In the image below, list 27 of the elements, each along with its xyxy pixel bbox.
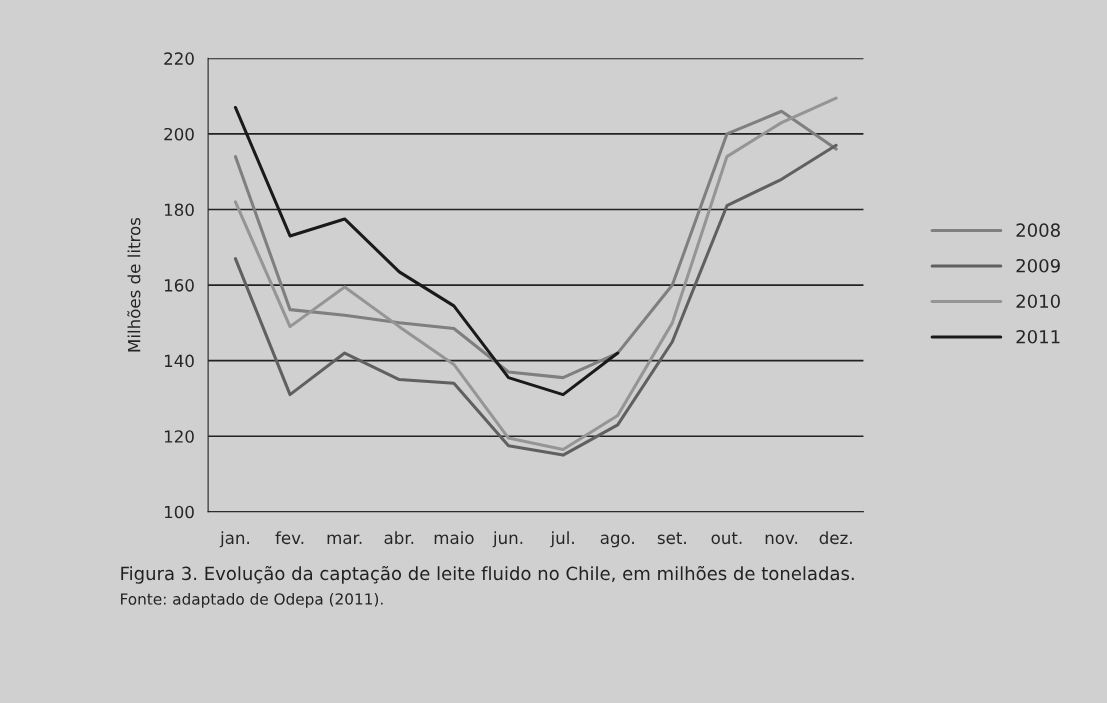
y-tick-label: 200 <box>164 127 194 141</box>
y-tick-label: 180 <box>164 203 194 217</box>
text: Figura 3. Evolução da captação de leite fluido no Chile, em milhões de toneladas. <box>121 565 854 584</box>
legend-label: 2011 <box>1016 329 1060 344</box>
legend-label: 2008 <box>1016 223 1060 238</box>
x-tick-label: abr. <box>384 531 414 545</box>
x-tick-label: nov. <box>765 534 798 545</box>
line-series <box>233 109 838 380</box>
x-tick-label: dez. <box>819 531 852 545</box>
x-tick-label: mar. <box>327 534 362 545</box>
y-tick-label: 120 <box>164 430 194 443</box>
legend-label: 2009 <box>1016 258 1060 273</box>
y-tick-label: 140 <box>164 354 194 368</box>
x-tick-label: fev. <box>275 531 304 545</box>
y-tick-label: 100 <box>164 505 194 519</box>
x-tick-label: ago. <box>600 534 634 548</box>
x-tick-label: jan. <box>219 531 249 548</box>
y-tick-label: 220 <box>164 52 194 65</box>
y-tick-label: 160 <box>164 279 194 292</box>
x-tick-label: out. <box>711 532 742 545</box>
source-note: Fonte: adaptado de Odepa (2011). <box>121 592 383 608</box>
y-axis-title: Milhões de litros <box>127 217 141 352</box>
x-tick-label: maio <box>434 531 474 545</box>
x-tick-label: set. <box>657 532 686 545</box>
x-tick-label: jun. <box>492 531 523 548</box>
x-tick-label: jul. <box>550 531 574 548</box>
legend-label: 2010 <box>1016 294 1060 309</box>
